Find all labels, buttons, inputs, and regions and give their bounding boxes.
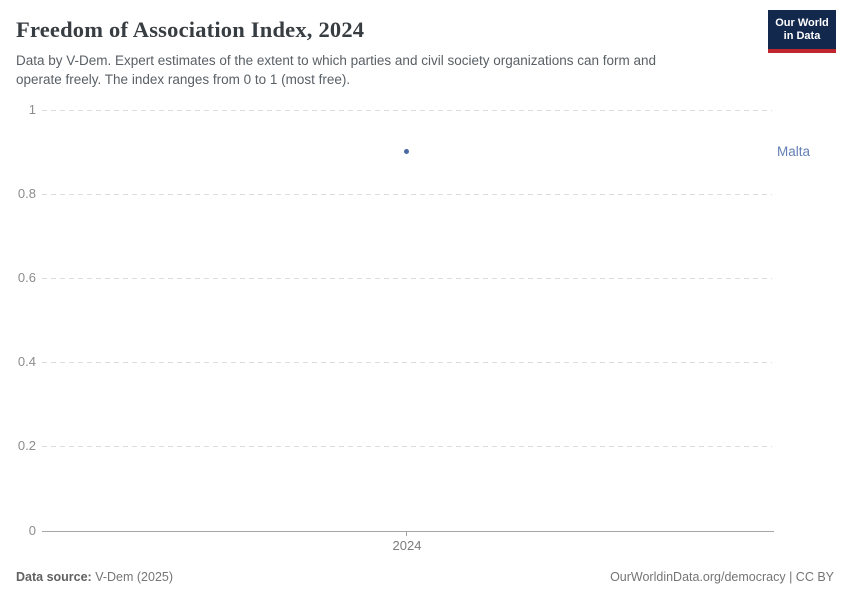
owid-logo-line2: in Data [783, 29, 821, 42]
data-source-value: V-Dem (2025) [91, 570, 174, 584]
license-link[interactable]: CC BY [795, 570, 834, 584]
gridline-1 [42, 110, 772, 111]
chart-subtitle-line1: Data by V-Dem. Expert estimates of the e… [16, 53, 657, 68]
data-source-label: Data source: [16, 570, 92, 584]
data-point-malta[interactable] [404, 149, 409, 154]
y-tick-label-0: 0 [28, 523, 36, 538]
y-tick-label-0-8: 0.8 [17, 186, 36, 201]
owid-url-link[interactable]: OurWorldinData.org/democracy [610, 570, 786, 584]
data-source: Data source: V-Dem (2025) [16, 569, 173, 585]
page-title: Freedom of Association Index, 2024 [16, 17, 365, 42]
gridline-0-4 [42, 362, 772, 363]
y-tick-label-0-6: 0.6 [17, 270, 36, 285]
attribution-separator: | [785, 570, 796, 584]
y-tick-label-0-4: 0.4 [17, 354, 36, 369]
chart-subtitle-line2: operate freely. The index ranges from 0 … [16, 71, 351, 87]
x-axis-tick-2024 [406, 531, 407, 536]
chart-subtitle: Data by V-Dem. Expert estimates of the e… [16, 52, 656, 89]
y-tick-label-1: 1 [28, 102, 36, 117]
gridline-0-6 [42, 278, 772, 279]
y-tick-label-0-2: 0.2 [17, 438, 36, 453]
entity-label-malta[interactable]: Malta [777, 144, 811, 159]
gridline-0-2 [42, 446, 772, 447]
owid-logo[interactable]: Our World in Data [768, 10, 836, 53]
x-axis-line [42, 531, 774, 532]
x-tick-label-2024: 2024 [392, 538, 422, 553]
chart-footer: Data source: V-Dem (2025) OurWorldinData… [16, 569, 834, 585]
gridline-0-8 [42, 194, 772, 195]
owid-logo-line1: Our World [775, 16, 829, 29]
attribution: OurWorldinData.org/democracy | CC BY [610, 569, 834, 585]
